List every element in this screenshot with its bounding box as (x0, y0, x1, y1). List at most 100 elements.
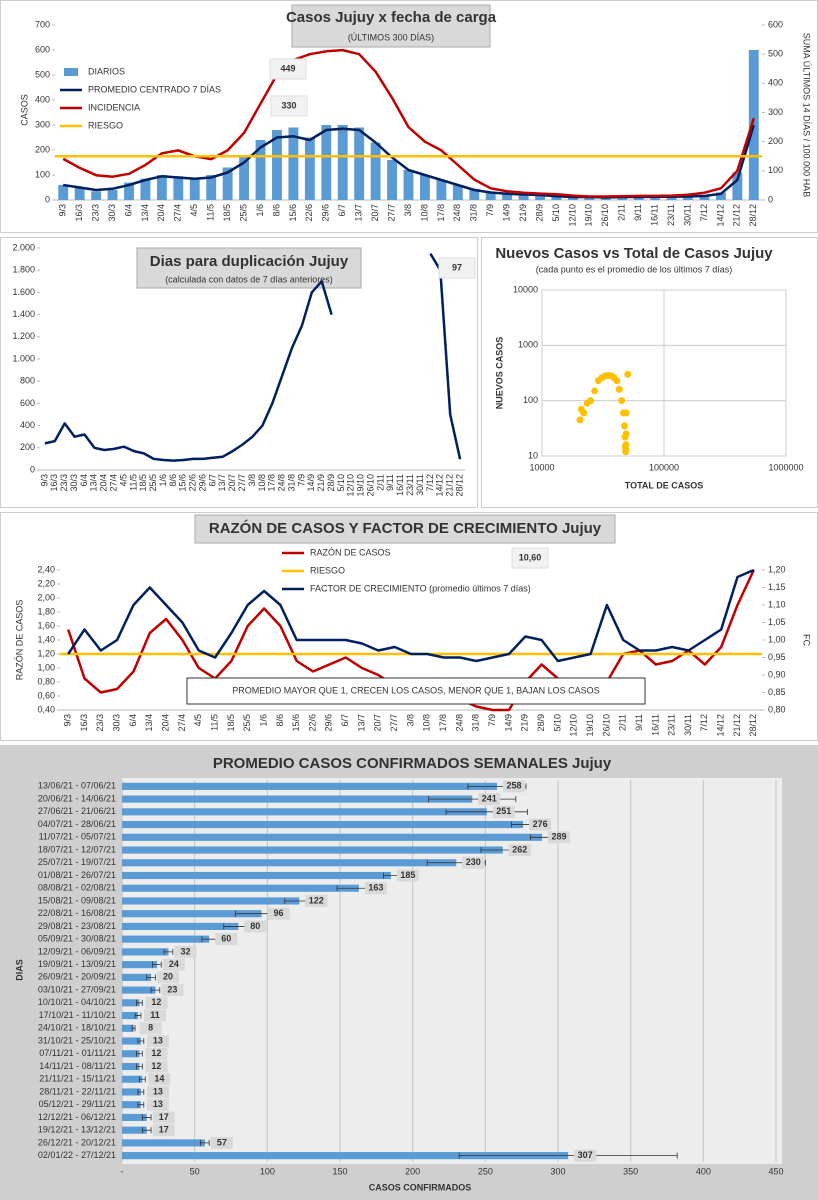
y-tick-label: 600 (35, 44, 50, 54)
data-label-box (508, 844, 531, 857)
x-tick-label: 13/4 (144, 714, 154, 732)
bar (699, 195, 710, 200)
x-tick-label: 28/9 (536, 714, 546, 732)
x-tick-label: 5/10 (551, 204, 561, 222)
data-label: 17 (159, 1112, 169, 1122)
plot-area (122, 778, 782, 1164)
x-tick-label: 7/9 (296, 474, 306, 487)
error-bar (139, 1076, 146, 1083)
bar (255, 140, 266, 200)
y-axis-label: DIAS (14, 959, 24, 981)
x-tick-label: 31/8 (469, 204, 479, 222)
data-label: 241 (482, 793, 497, 803)
y2-axis-label: SUMA ÚLTIMOS 14 DÍAS / 100.000 HAB (802, 33, 812, 197)
chart-title: Dias para duplicación Jujuy (150, 253, 349, 270)
y-tick-label: 1.800 (12, 265, 35, 275)
x-tick-label: 400 (696, 1166, 711, 1176)
y-tick-label: 1.600 (12, 287, 35, 297)
y2-tick-label: 0,90 (768, 669, 786, 679)
y-tick-label: 2,00 (37, 592, 55, 602)
error-bar (163, 948, 174, 955)
y-tick-label: 1000 (518, 340, 538, 350)
y2-tick-label: 100 (768, 165, 783, 175)
y-tick-label: 26/12/21 - 20/12/21 (38, 1137, 116, 1147)
y-tick-label: 0,60 (37, 690, 55, 700)
scatter-point (618, 397, 626, 405)
x-tick-label: 1000000 (768, 462, 803, 472)
y-tick-label: 03/10/21 - 27/09/21 (38, 984, 116, 994)
scatter-point (580, 409, 588, 417)
x-tick-label: 9/11 (633, 204, 643, 221)
x-tick-label: 10/8 (419, 204, 429, 222)
data-label: 24 (169, 959, 179, 969)
x-tick-label: 26/10 (365, 474, 375, 497)
error-bar (428, 796, 517, 803)
x-tick-label: 29/6 (197, 474, 207, 492)
data-label-box (492, 805, 515, 818)
x-tick-label: 5/10 (552, 714, 562, 732)
annotation-box (511, 547, 549, 569)
line-series (67, 568, 755, 663)
error-bar (141, 1114, 152, 1121)
y-tick-label: 500 (35, 69, 50, 79)
y-tick-label: 400 (20, 420, 35, 430)
chart-title: Casos Jujuy x fecha de carga (286, 9, 497, 26)
y-tick-label: 400 (35, 94, 50, 104)
data-label-box (210, 1136, 233, 1149)
y-axis-label: NUEVOS CASOS (494, 337, 504, 410)
bar (122, 871, 391, 880)
y-tick-label: 10000 (513, 284, 538, 294)
x-tick-label: 26/10 (601, 714, 611, 737)
x-tick-label: 27/4 (177, 714, 187, 732)
y-tick-label: 1.400 (12, 309, 35, 319)
x-tick-label: 8/6 (275, 714, 285, 727)
x-tick-label: 24/8 (452, 204, 462, 222)
data-label-box (146, 1035, 169, 1048)
bar (222, 167, 233, 200)
y-tick-label: 15/08/21 - 09/08/21 (38, 895, 116, 905)
data-label-box (548, 831, 571, 844)
y2-tick-label: 300 (768, 107, 783, 117)
y-tick-label: 24/10/21 - 18/10/21 (38, 1023, 116, 1033)
line-series (62, 48, 755, 198)
bar (122, 884, 359, 892)
x-tick-label: 4/5 (193, 714, 203, 727)
data-label-box (267, 907, 290, 920)
x-tick-label: 30/3 (107, 204, 117, 222)
data-label-box (143, 1009, 166, 1022)
y-tick-label: 14/11/21 - 08/11/21 (39, 1061, 116, 1071)
bar (122, 1075, 143, 1083)
bar (502, 193, 513, 200)
x-tick-label: 20/4 (160, 714, 170, 732)
data-label-box (462, 856, 485, 869)
x-tick-label: 18/5 (226, 714, 236, 732)
error-bar (458, 1152, 678, 1159)
bar (436, 180, 447, 200)
note-box (186, 677, 646, 705)
y-tick-label: 12/09/21 - 06/09/21 (38, 946, 116, 956)
scatter-point (587, 397, 595, 405)
x-tick-label: 21/12 (732, 204, 742, 227)
bar (122, 948, 169, 956)
y-tick-label: 100 (35, 169, 50, 179)
data-label-box (574, 1149, 597, 1162)
x-tick-label: 10/8 (422, 714, 432, 732)
bar (122, 1139, 205, 1147)
x-tick-label: 28/9 (534, 204, 544, 222)
bar (124, 182, 134, 200)
y-tick-label: 13/06/21 - 07/06/21 (38, 781, 116, 791)
x-tick-label: 11/5 (206, 204, 216, 221)
y-tick-label: 0 (45, 194, 50, 204)
scatter-point (613, 377, 621, 385)
x-tick-label: 13/4 (140, 204, 150, 222)
error-bar (152, 961, 162, 968)
bar (666, 196, 677, 200)
y2-tick-label: 1,20 (768, 564, 786, 574)
x-tick-label: 12/10 (346, 474, 356, 497)
bar (567, 197, 578, 200)
bar (288, 127, 299, 200)
x-tick-label: 20/7 (373, 714, 383, 732)
data-label-box (146, 1098, 169, 1111)
data-label-box (364, 882, 387, 895)
x-tick-label: 21/9 (518, 204, 528, 222)
